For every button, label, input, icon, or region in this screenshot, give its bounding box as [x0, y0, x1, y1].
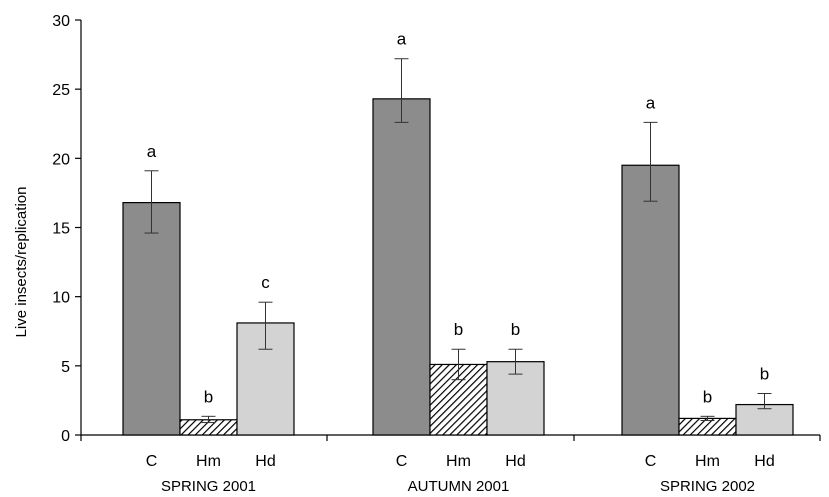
x-axis: [80, 434, 821, 441]
y-tick-label: 15: [52, 221, 70, 238]
significance-letter: a: [147, 142, 157, 161]
labels: a Cb Hm c Hd SPRING 2001 a Cb Hm b Hd AUTUMN 2001 a C…: [146, 30, 775, 495]
x-tick-label: C: [645, 453, 657, 470]
bar-spring-2001-c: [122, 202, 181, 436]
significance-letter: b: [204, 387, 213, 406]
x-tick-label: Hm: [196, 453, 221, 470]
y-tick-label: 20: [52, 151, 70, 168]
significance-letter: b: [760, 365, 769, 384]
bars: [122, 58, 794, 436]
bar-spring-2002-c: [621, 164, 680, 436]
group-label: AUTUMN 2001: [408, 478, 510, 495]
significance-letter: b: [511, 320, 520, 339]
y-tick-label: 25: [52, 82, 70, 99]
bar-autumn-2001-c: [372, 98, 431, 436]
y-tick-label: 5: [61, 359, 70, 376]
significance-letter: a: [646, 93, 656, 112]
significance-letter: c: [261, 273, 270, 292]
x-tick-label: Hd: [505, 453, 525, 470]
significance-letter: b: [703, 387, 712, 406]
x-tick-label: Hd: [754, 453, 774, 470]
y-tick-label: 10: [52, 290, 70, 307]
significance-letter: a: [397, 30, 407, 49]
y-tick-label: 30: [52, 13, 70, 30]
y-axis: 0 5 10 15 20 25 30: [52, 13, 82, 445]
x-tick-label: C: [396, 453, 408, 470]
x-tick-label: Hm: [695, 453, 720, 470]
y-tick-label: 0: [61, 428, 70, 445]
significance-letter: b: [454, 320, 463, 339]
x-tick-label: Hd: [255, 453, 275, 470]
x-tick-label: Hm: [446, 453, 471, 470]
y-axis-label: Live insects/replication: [13, 187, 30, 338]
group-label: SPRING 2002: [660, 478, 755, 495]
group-label: SPRING 2001: [161, 478, 256, 495]
x-tick-label: C: [146, 453, 158, 470]
bar-spring-2002-hd: [735, 403, 794, 436]
